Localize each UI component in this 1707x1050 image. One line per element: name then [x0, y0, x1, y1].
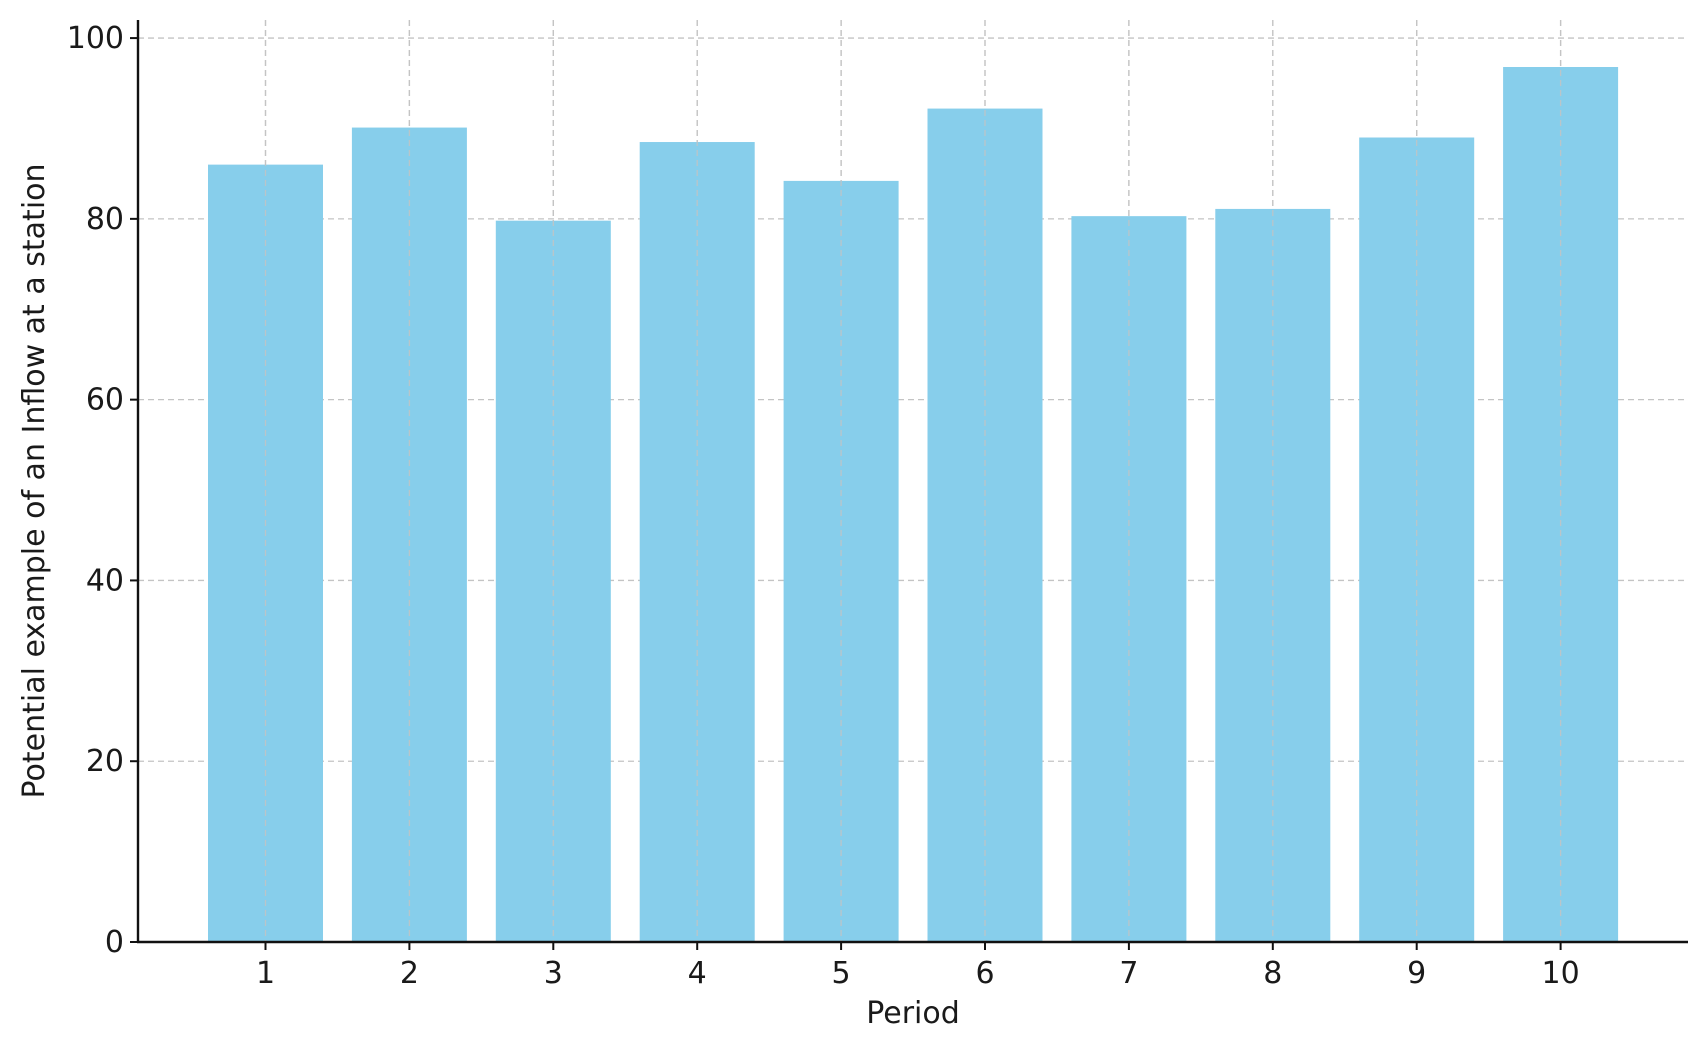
x-tick-label: 6	[975, 956, 994, 991]
x-tick-label: 1	[256, 956, 275, 991]
x-tick-label: 4	[688, 956, 707, 991]
bars	[208, 20, 1619, 943]
x-tick-label: 5	[832, 956, 851, 991]
axes	[136, 20, 1688, 944]
y-axis-label: Potential example of an Inflow at a stat…	[17, 163, 52, 798]
x-tick-label: 8	[1263, 956, 1282, 991]
x-tick-label: 3	[544, 956, 563, 991]
x-tick-label: 10	[1542, 956, 1580, 991]
x-tick-label: 7	[1119, 956, 1138, 991]
y-tick-label: 60	[86, 383, 124, 418]
x-axis-label: Period	[866, 996, 960, 1031]
ticks: 0 20 40 60 80 100 1 2 3 4 5 6 7 8 9 10	[67, 21, 1580, 991]
x-tick-label: 9	[1407, 956, 1426, 991]
y-tick-label: 40	[86, 563, 124, 598]
x-tick-label: 2	[400, 956, 419, 991]
y-tick-label: 0	[105, 925, 124, 960]
y-tick-label: 20	[86, 744, 124, 779]
y-tick-label: 80	[86, 202, 124, 237]
y-tick-label: 100	[67, 21, 124, 56]
